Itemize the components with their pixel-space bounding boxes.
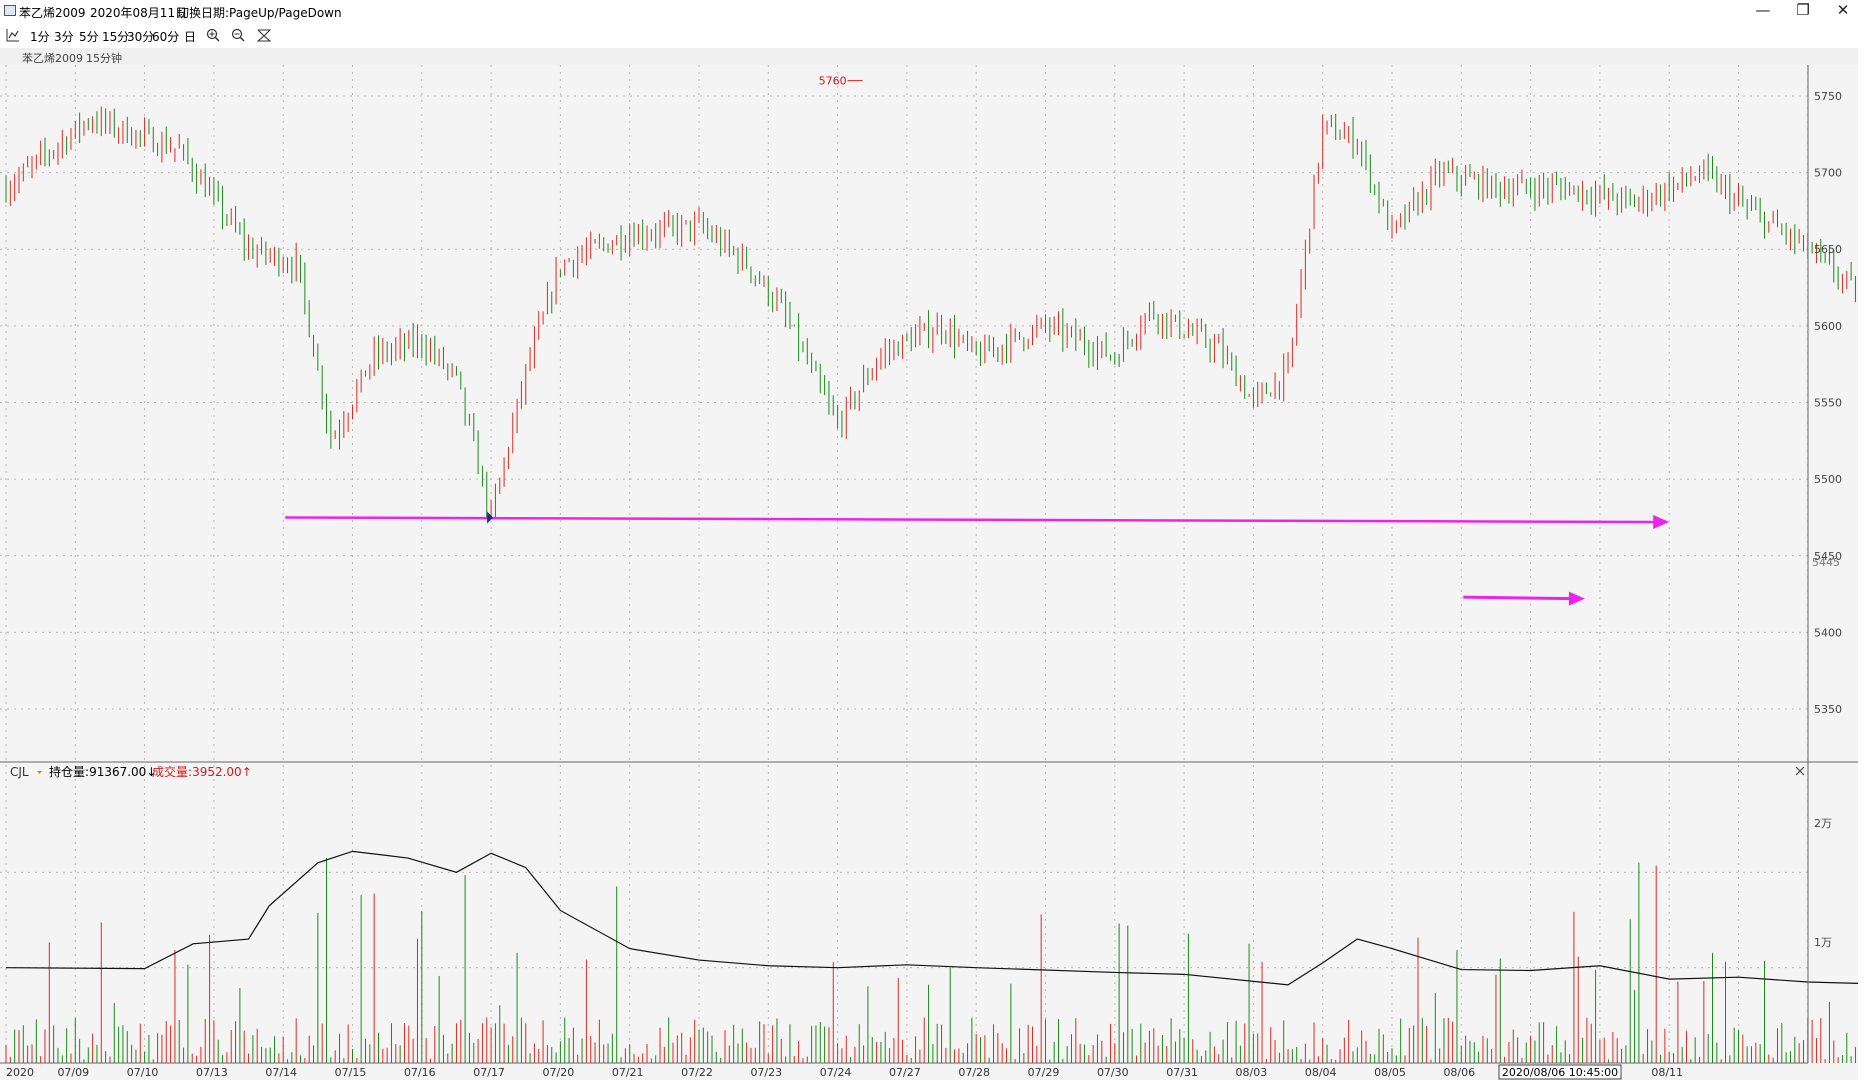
x-label-7: 07/17: [473, 1066, 505, 1079]
grid: [0, 65, 1809, 1063]
period-30min-button[interactable]: 30分: [127, 30, 155, 44]
x-label-15: 07/29: [1028, 1066, 1060, 1079]
arrow-shaft-0: [285, 516, 1658, 524]
volume-tick-10k: 1万: [1814, 936, 1832, 949]
price-tick-3: 5500: [1814, 473, 1842, 486]
window-title: 苯乙烯2009: [19, 6, 86, 20]
price-tick-7: 5700: [1814, 167, 1842, 180]
x-label-3: 07/13: [196, 1066, 228, 1079]
volume-bars-group: [5, 857, 1856, 1063]
x-label-9: 07/21: [612, 1066, 644, 1079]
current-price-label: 5445: [1812, 556, 1840, 569]
volume-tick-20k: 2万: [1814, 817, 1832, 830]
price-tick-6: 5650: [1814, 243, 1842, 256]
indicator-dropdown-icon[interactable]: [37, 771, 42, 774]
x-label-8: 07/20: [543, 1066, 575, 1079]
title-bar: 苯乙烯2009 2020年08月11日 切换日期:PageUp/PageDown…: [0, 0, 1866, 22]
info-period: 15分钟: [86, 52, 122, 65]
x-label-0: 2020: [6, 1066, 34, 1079]
price-tick-1: 5400: [1814, 626, 1842, 639]
period-day-button[interactable]: 日: [184, 30, 197, 44]
x-label-21: 08/06: [1443, 1066, 1475, 1079]
period-1min-button[interactable]: 1分: [30, 30, 50, 44]
indicator-close-icon[interactable]: [1795, 766, 1805, 776]
x-label-4: 07/14: [265, 1066, 297, 1079]
period-60min-button[interactable]: 60分: [152, 30, 180, 44]
arrow-head-0: [1653, 515, 1670, 530]
info-symbol: 苯乙烯2009: [22, 52, 83, 65]
date-switch-hint: 切换日期:PageUp/PageDown: [177, 6, 342, 20]
x-label-20: 08/05: [1374, 1066, 1406, 1079]
x-label-11: 07/23: [750, 1066, 782, 1079]
x-label-2: 07/10: [127, 1066, 159, 1079]
window-date: 2020年08月11日: [90, 6, 188, 20]
open-interest-line: [5, 850, 1858, 986]
chart-info-bar: 苯乙烯2009 15分钟: [0, 48, 1866, 66]
right-edge-bar: [1858, 48, 1866, 1080]
crosshair-time-box: [1498, 1064, 1622, 1080]
app-icon: [4, 5, 16, 16]
arrow-head-1: [1568, 591, 1585, 606]
period-15min-button[interactable]: 15分: [102, 30, 130, 44]
price-tick-2: 5450: [1814, 550, 1842, 563]
x-label-16: 07/30: [1097, 1066, 1129, 1079]
crosshair-time-label: 2020/08/06 10:45:00: [1502, 1066, 1618, 1079]
x-label-1: 07/09: [57, 1066, 89, 1079]
restore-button[interactable]: ❐: [1796, 1, 1810, 19]
toolbar: 1分 3分 5分 15分 30分 60分 日: [0, 22, 1866, 48]
line-chart-icon[interactable]: [6, 28, 20, 42]
period-3min-button[interactable]: 3分: [54, 30, 74, 44]
close-button[interactable]: ✕: [1836, 1, 1850, 19]
open-interest-line-group: [5, 850, 1858, 986]
reset-icon[interactable]: [257, 28, 271, 42]
zoom-out-icon[interactable]: [231, 28, 245, 42]
open-interest-label: 持仓量:91367.00↓: [49, 764, 156, 779]
price-tick-0: 5350: [1814, 703, 1842, 716]
x-label-6: 07/16: [404, 1066, 436, 1079]
arrow-shaft-1: [1463, 595, 1573, 601]
x-label-17: 07/31: [1166, 1066, 1198, 1079]
high-marker-label: 5760: [819, 75, 847, 88]
period-5min-button[interactable]: 5分: [79, 30, 99, 44]
x-label-24: 08/11: [1651, 1066, 1683, 1079]
x-label-10: 07/22: [681, 1066, 713, 1079]
drawn-arrows: [285, 515, 1670, 606]
entry-marker-1: [487, 511, 494, 524]
x-label-18: 08/03: [1236, 1066, 1268, 1079]
volume-label: 成交量:3952.00↑: [152, 764, 252, 779]
price-axis-ticks: 5350 5400 5450 5500 5550 5600 5650 5700 5750: [1814, 90, 1842, 716]
x-label-13: 07/27: [889, 1066, 921, 1079]
candles-group: [5, 106, 1856, 519]
zoom-in-icon[interactable]: [206, 28, 220, 42]
x-label-5: 07/15: [335, 1066, 367, 1079]
price-tick-4: 5550: [1814, 397, 1842, 410]
chart-area[interactable]: 5350 5400 5450 5500 5550 5600 5650 5700 5750 544…: [0, 65, 1858, 1080]
x-label-19: 08/04: [1305, 1066, 1337, 1079]
price-tick-5: 5600: [1814, 320, 1842, 333]
indicator-name[interactable]: CJL: [10, 765, 29, 779]
price-tick-8: 5750: [1814, 90, 1842, 103]
high-marker: 5760: [819, 75, 863, 88]
x-label-14: 07/28: [958, 1066, 990, 1079]
minimize-button[interactable]: —: [1755, 1, 1771, 19]
x-label-12: 07/24: [820, 1066, 852, 1079]
